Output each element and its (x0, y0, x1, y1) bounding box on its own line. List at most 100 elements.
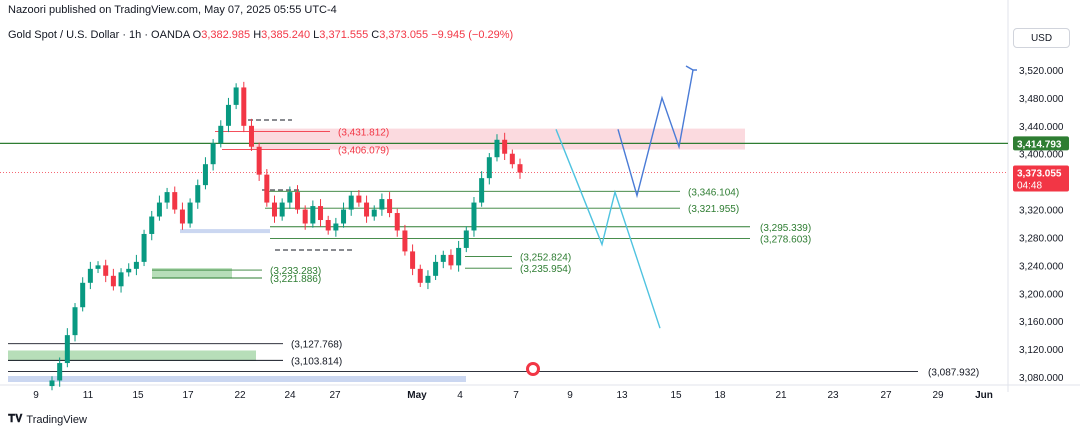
blue-zone-low (8, 376, 466, 382)
candle-body (126, 268, 132, 273)
candle-body (172, 192, 178, 210)
candle-body (149, 216, 155, 234)
candle-body (264, 174, 270, 203)
level-label: (3,221.886) (270, 274, 321, 285)
axis-price-text: 3,373.055 (1017, 169, 1062, 180)
x-tick-label: 15 (132, 390, 144, 401)
candle-body (302, 209, 308, 224)
candle-body (141, 233, 147, 262)
open-value: 3,382.985 (201, 29, 251, 41)
axis-price-badge (1013, 136, 1069, 151)
support-zone-mid (152, 268, 232, 279)
candle-body (57, 363, 63, 381)
candle-body (295, 192, 301, 210)
y-tick-label: 3,080.000 (1019, 373, 1064, 384)
projection-bearish (555, 129, 661, 329)
x-tick-label: 21 (775, 390, 787, 401)
footer-brand: 𝐓𝐕 TradingView (8, 413, 87, 426)
support-zone-low (8, 350, 256, 361)
publish-header: Nazoori published on TradingView.com, Ma… (8, 4, 337, 16)
candle-body (471, 202, 477, 231)
axis-price-text: 3,414.793 (1017, 139, 1062, 150)
x-tick-label: 13 (616, 390, 628, 401)
candle-body (486, 157, 492, 179)
brand-text: TradingView (26, 413, 87, 426)
x-tick-label: 29 (932, 390, 944, 401)
low-label: L (313, 29, 320, 41)
candle-body (72, 307, 78, 336)
candle-body (233, 87, 239, 105)
level-label: (3,431.812) (338, 128, 389, 139)
projection-bullish (617, 69, 694, 199)
y-tick-label: 3,120.000 (1019, 345, 1064, 356)
x-tick-label: 7 (513, 390, 519, 401)
candle-body (202, 164, 208, 186)
candle-body (310, 206, 316, 224)
candle-body (494, 139, 500, 158)
candle-body (256, 146, 262, 175)
x-tick-label: Jun (975, 390, 993, 401)
candle-body (456, 247, 462, 266)
x-tick-label: May (407, 390, 427, 401)
x-tick-label: 11 (83, 390, 94, 401)
countdown-text: 04:48 (1017, 181, 1042, 192)
high-value: 3,385.240 (261, 29, 311, 41)
us-flag-event-icon-inner (529, 365, 537, 373)
candle-body (325, 220, 331, 231)
x-tick-label: 4 (457, 390, 463, 401)
level-label: (3,103.814) (291, 356, 342, 367)
candle-body (509, 153, 515, 165)
candle-body (271, 202, 277, 217)
currency-button[interactable]: USD (1013, 28, 1070, 48)
candle-body (479, 178, 485, 203)
change-value: −9.945 (−0.29%) (431, 29, 514, 41)
candle-body (187, 202, 193, 224)
high-label: H (253, 29, 262, 41)
level-label: (3,087.932) (928, 367, 979, 378)
axis-price-badge (1013, 165, 1069, 192)
close-value: 3,373.055 (379, 29, 429, 41)
candle-body (356, 195, 362, 203)
candle-body (348, 195, 354, 210)
level-label: (3,235.954) (520, 264, 571, 275)
y-tick-label: 3,200.000 (1019, 289, 1064, 300)
level-label: (3,252.824) (520, 252, 571, 263)
candle-body (49, 380, 55, 387)
low-value: 3,371.555 (319, 29, 369, 41)
x-tick-label: 18 (714, 390, 726, 401)
candle-body (103, 265, 109, 276)
candle-body (371, 209, 377, 217)
candle-body (387, 199, 393, 214)
candle-body (80, 282, 86, 308)
blue-zone-mid (180, 229, 270, 234)
level-label: (3,406.079) (338, 145, 389, 156)
y-tick-label: 3,400.000 (1019, 150, 1064, 161)
candle-body (287, 192, 293, 203)
candle-body (156, 202, 162, 217)
candle-body (241, 87, 247, 126)
candle-body (364, 202, 370, 217)
level-label: (3,233.283) (270, 266, 321, 277)
x-tick-label: 24 (284, 390, 296, 401)
close-label: C (371, 29, 380, 41)
candle-body (64, 335, 70, 364)
candle-body (433, 261, 439, 276)
candle-body (179, 209, 185, 224)
candle-body (448, 254, 454, 266)
candle-body (195, 185, 201, 203)
candle-body (394, 213, 400, 231)
resistance-zone (250, 128, 745, 150)
y-tick-label: 3,480.000 (1019, 94, 1064, 105)
level-label: (3,295.339) (760, 223, 811, 234)
projection-arrowhead-icon (685, 65, 697, 71)
x-tick-label: 9 (33, 390, 39, 401)
candle-body (118, 272, 124, 287)
candle-body (210, 143, 216, 165)
x-tick-label: 27 (880, 390, 892, 401)
x-tick-label: 22 (234, 390, 246, 401)
candle-body (248, 125, 254, 147)
level-label: (3,127.768) (291, 340, 342, 351)
candle-body (379, 199, 385, 210)
x-tick-label: 27 (329, 390, 341, 401)
